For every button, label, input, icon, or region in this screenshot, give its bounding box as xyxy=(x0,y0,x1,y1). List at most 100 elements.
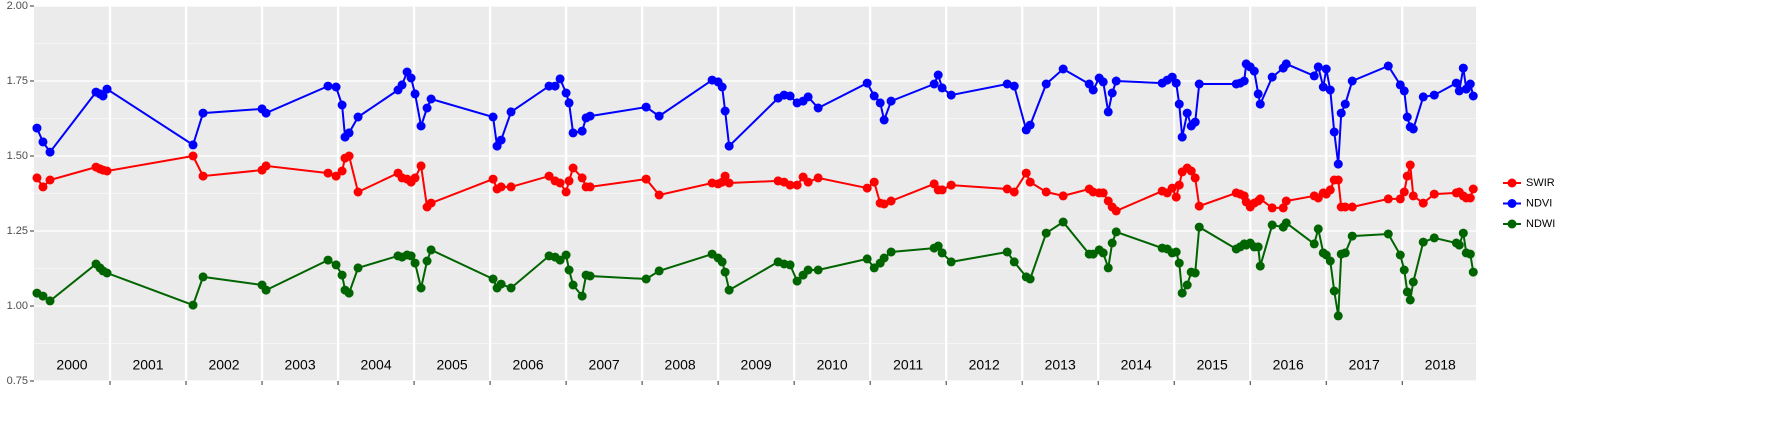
point xyxy=(344,128,354,138)
point xyxy=(1309,239,1319,249)
point xyxy=(1174,180,1184,190)
point xyxy=(1458,228,1468,238)
legend-marker xyxy=(1507,199,1517,208)
point xyxy=(1458,63,1468,73)
point xyxy=(1098,248,1108,258)
point xyxy=(1429,189,1439,199)
year-label: 2012 xyxy=(969,357,1000,373)
point xyxy=(1383,229,1393,239)
point xyxy=(1009,81,1019,91)
point xyxy=(506,283,516,293)
point xyxy=(785,260,795,270)
point xyxy=(1103,263,1113,273)
year-label: 2018 xyxy=(1425,357,1456,373)
point xyxy=(1418,198,1428,208)
point xyxy=(45,296,55,306)
point xyxy=(410,173,420,183)
point xyxy=(568,280,578,290)
point xyxy=(577,126,587,136)
point xyxy=(1107,88,1117,98)
point xyxy=(879,253,889,263)
point xyxy=(1194,222,1204,232)
point xyxy=(555,178,565,188)
point xyxy=(1347,76,1357,86)
point xyxy=(875,98,885,108)
point xyxy=(1171,78,1181,88)
year-label: 2007 xyxy=(589,357,620,373)
year-label: 2010 xyxy=(817,357,848,373)
point xyxy=(561,250,571,260)
point xyxy=(1025,120,1035,130)
point xyxy=(410,89,420,99)
point xyxy=(422,256,432,266)
point xyxy=(929,79,939,89)
point xyxy=(1174,99,1184,109)
point xyxy=(38,182,48,192)
point xyxy=(1329,127,1339,137)
point xyxy=(506,182,516,192)
year-label: 2016 xyxy=(1273,357,1304,373)
point xyxy=(426,245,436,255)
point xyxy=(1249,66,1259,76)
point xyxy=(38,137,48,147)
point xyxy=(654,111,664,121)
point xyxy=(1267,220,1277,230)
point xyxy=(1186,166,1196,176)
point xyxy=(946,257,956,267)
point xyxy=(198,171,208,181)
point xyxy=(1340,248,1350,258)
point xyxy=(1340,202,1350,212)
point xyxy=(886,247,896,257)
point xyxy=(1429,90,1439,100)
point xyxy=(724,285,734,295)
point xyxy=(397,80,407,90)
point xyxy=(426,94,436,104)
legend-marker xyxy=(1507,178,1517,188)
y-tick-label: 0.75 xyxy=(7,375,28,387)
point xyxy=(337,166,347,176)
point xyxy=(331,171,341,181)
year-label: 2013 xyxy=(1045,357,1076,373)
year-label: 2003 xyxy=(284,357,315,373)
point xyxy=(1468,91,1478,101)
legend-label: NDWI xyxy=(1526,218,1555,230)
year-label: 2014 xyxy=(1121,357,1152,373)
point xyxy=(813,103,823,113)
point xyxy=(585,111,595,121)
point xyxy=(1190,117,1200,127)
point xyxy=(1088,85,1098,95)
point xyxy=(1194,79,1204,89)
point xyxy=(1009,257,1019,267)
point xyxy=(1111,76,1121,86)
point xyxy=(813,265,823,275)
point xyxy=(568,128,578,138)
point xyxy=(1103,107,1113,117)
point xyxy=(1267,203,1277,213)
point xyxy=(1313,224,1323,234)
point xyxy=(1171,247,1181,257)
point xyxy=(1468,267,1478,277)
point xyxy=(1465,79,1475,89)
point xyxy=(1098,188,1108,198)
point xyxy=(1058,191,1068,201)
point xyxy=(1451,78,1461,88)
point xyxy=(641,102,651,112)
point xyxy=(879,199,889,209)
point xyxy=(1309,71,1319,81)
point xyxy=(496,135,506,145)
point xyxy=(323,255,333,265)
point xyxy=(506,107,516,117)
point xyxy=(1171,192,1181,202)
point xyxy=(102,166,112,176)
point xyxy=(98,91,108,101)
point xyxy=(564,98,574,108)
point xyxy=(1281,218,1291,228)
point xyxy=(550,81,560,91)
point xyxy=(32,173,42,183)
point xyxy=(886,196,896,206)
point xyxy=(862,183,872,193)
point xyxy=(1325,85,1335,95)
point xyxy=(1190,268,1200,278)
year-label: 2006 xyxy=(513,357,544,373)
